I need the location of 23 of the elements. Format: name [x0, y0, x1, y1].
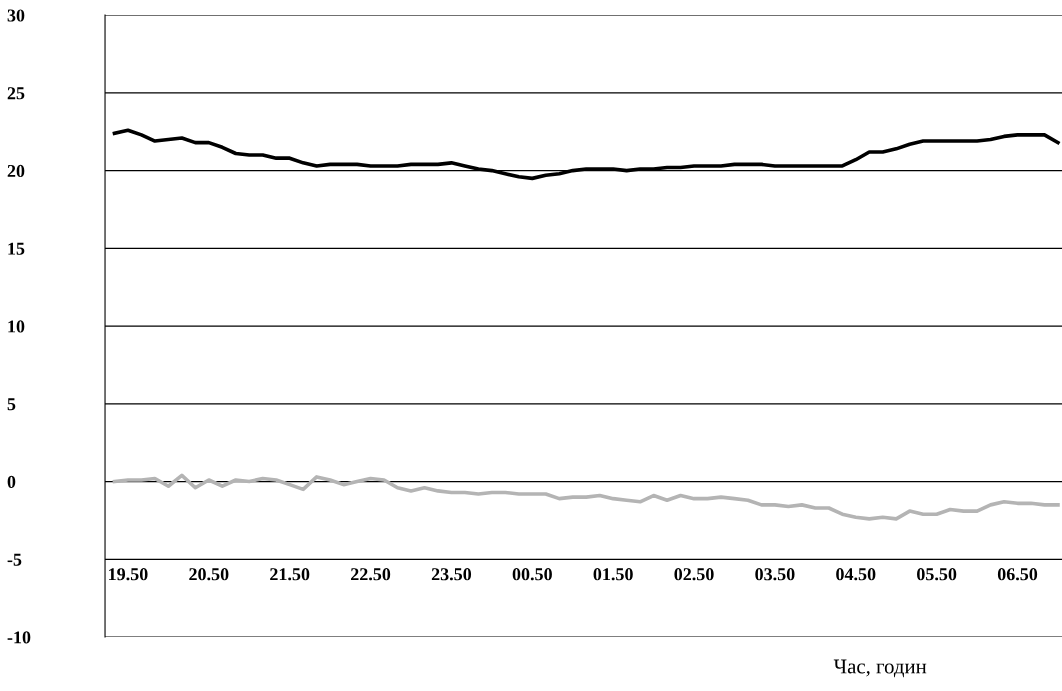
x-tick-label: 23.50 — [431, 568, 472, 581]
y-tick-label: 20 — [7, 164, 25, 178]
line-series — [112, 473, 1060, 521]
x-tick-label: 19.50 — [109, 568, 148, 581]
x-tick-label: 06.50 — [997, 568, 1038, 581]
y-tick-label: 0 — [7, 475, 16, 488]
y-tick-label: -5 — [7, 553, 22, 566]
x-tick-label: 00.50 — [512, 568, 552, 581]
y-tick-label: -10 — [7, 631, 31, 644]
y-tick-label: 25 — [7, 87, 25, 100]
x-tick-label: 03.50 — [755, 568, 795, 581]
x-tick-label: 21.50 — [270, 568, 310, 581]
x-tick-label: 04.50 — [836, 568, 876, 581]
x-tick-label: 20.50 — [189, 568, 229, 581]
x-tick-label: 05.50 — [917, 568, 957, 581]
y-tick-label: 30 — [7, 9, 25, 22]
x-tick-label: 02.50 — [674, 568, 714, 581]
x-axis-title: Час, годин — [833, 659, 927, 678]
y-tick-label: 15 — [8, 242, 25, 255]
y-tick-label: 5 — [7, 398, 16, 411]
y-tick-label: 10 — [8, 320, 25, 333]
x-tick-label: 01.50 — [593, 568, 633, 581]
x-tick-label: 22.50 — [351, 568, 391, 581]
